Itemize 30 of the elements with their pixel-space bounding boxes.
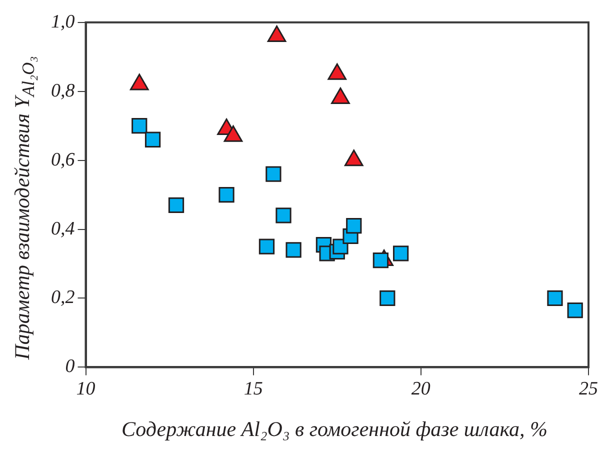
y-tick-label: 1,0 [51,11,76,32]
point [547,290,563,306]
point [328,63,347,80]
x-axis-title: Содержание Al₂O₃ в гомогенной фазе шлака, % [120,417,548,442]
point [276,208,292,224]
point [266,166,282,182]
point [344,150,364,166]
y-tick-label: 0,2 [51,287,76,308]
x-tick-label: 10 [76,378,96,400]
y-tick-label: 0 [65,356,76,378]
point [258,238,275,254]
point [331,88,350,104]
point [392,246,409,262]
point [380,290,396,306]
point [346,218,362,234]
point [144,132,161,148]
point [218,186,234,203]
x-tick-label: 20 [411,378,431,400]
y-tick-label: 0,8 [51,80,76,102]
point [286,242,302,258]
y-tick-label: 0,4 [51,218,76,240]
point [372,252,389,268]
point [168,197,184,213]
point [267,25,286,42]
point [567,302,583,318]
point [130,74,149,90]
x-tick-label: 15 [244,378,263,400]
y-tick-label: 0,6 [51,149,76,170]
point [224,125,243,142]
x-tick-label: 25 [579,378,598,400]
